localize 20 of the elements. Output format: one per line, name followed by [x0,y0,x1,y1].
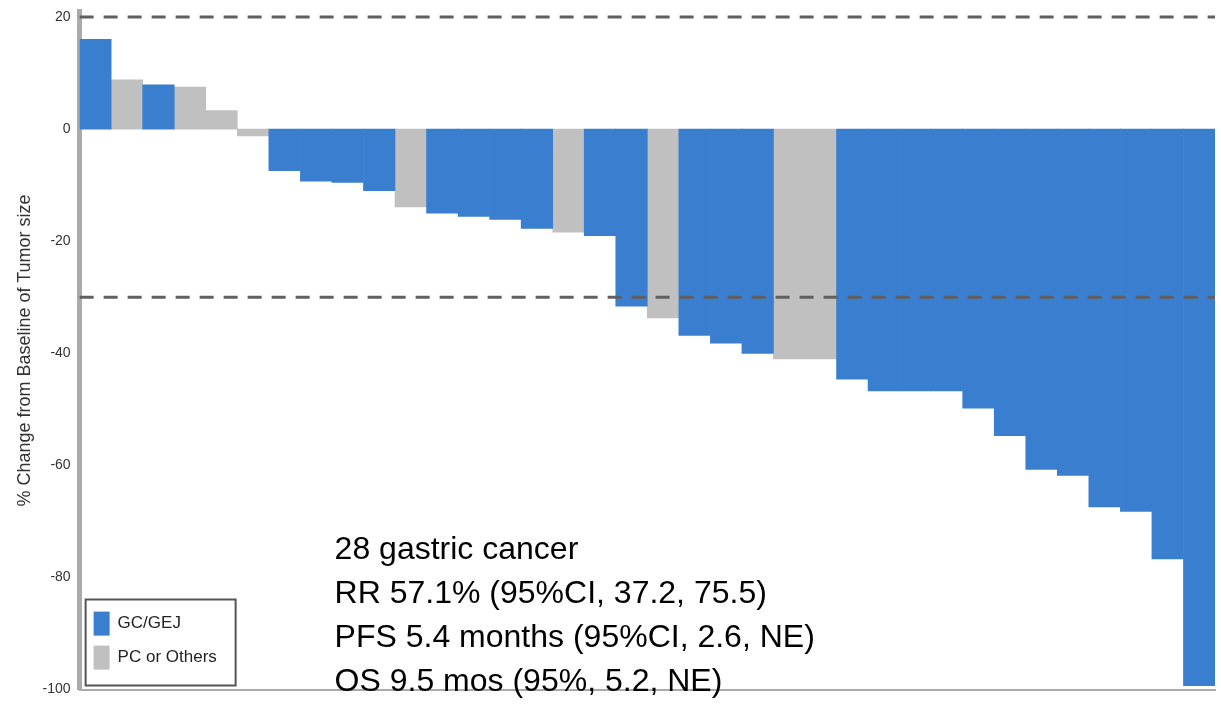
y-tick-label: 0 [62,119,71,136]
annotation: 28 gastric cancer [334,530,579,567]
y-tick-label: -60 [50,456,71,473]
bar [110,79,144,130]
bar [552,128,585,233]
y-tick-label: -100 [42,680,71,697]
bar [142,84,175,130]
bar [79,39,112,130]
bar [646,128,680,319]
legend-label: PC or Others [117,647,217,667]
y-axis-title: % Change from Baseline of Tumor size [13,194,34,507]
bar [394,128,427,208]
annotation: OS 9.5 mos (95%, 5.2, NE) [334,662,723,699]
y-tick-label: -20 [50,232,71,249]
y-tick-label: 20 [55,7,71,24]
y-tick-label: -80 [50,568,71,585]
annotation: PFS 5.4 months (95%CI, 2.6, NE) [334,618,815,655]
legend-label: GC/GEJ [117,613,181,633]
y-tick-label: -40 [50,344,71,361]
annotation: RR 57.1% (95%CI, 37.2, 75.5) [334,574,767,611]
